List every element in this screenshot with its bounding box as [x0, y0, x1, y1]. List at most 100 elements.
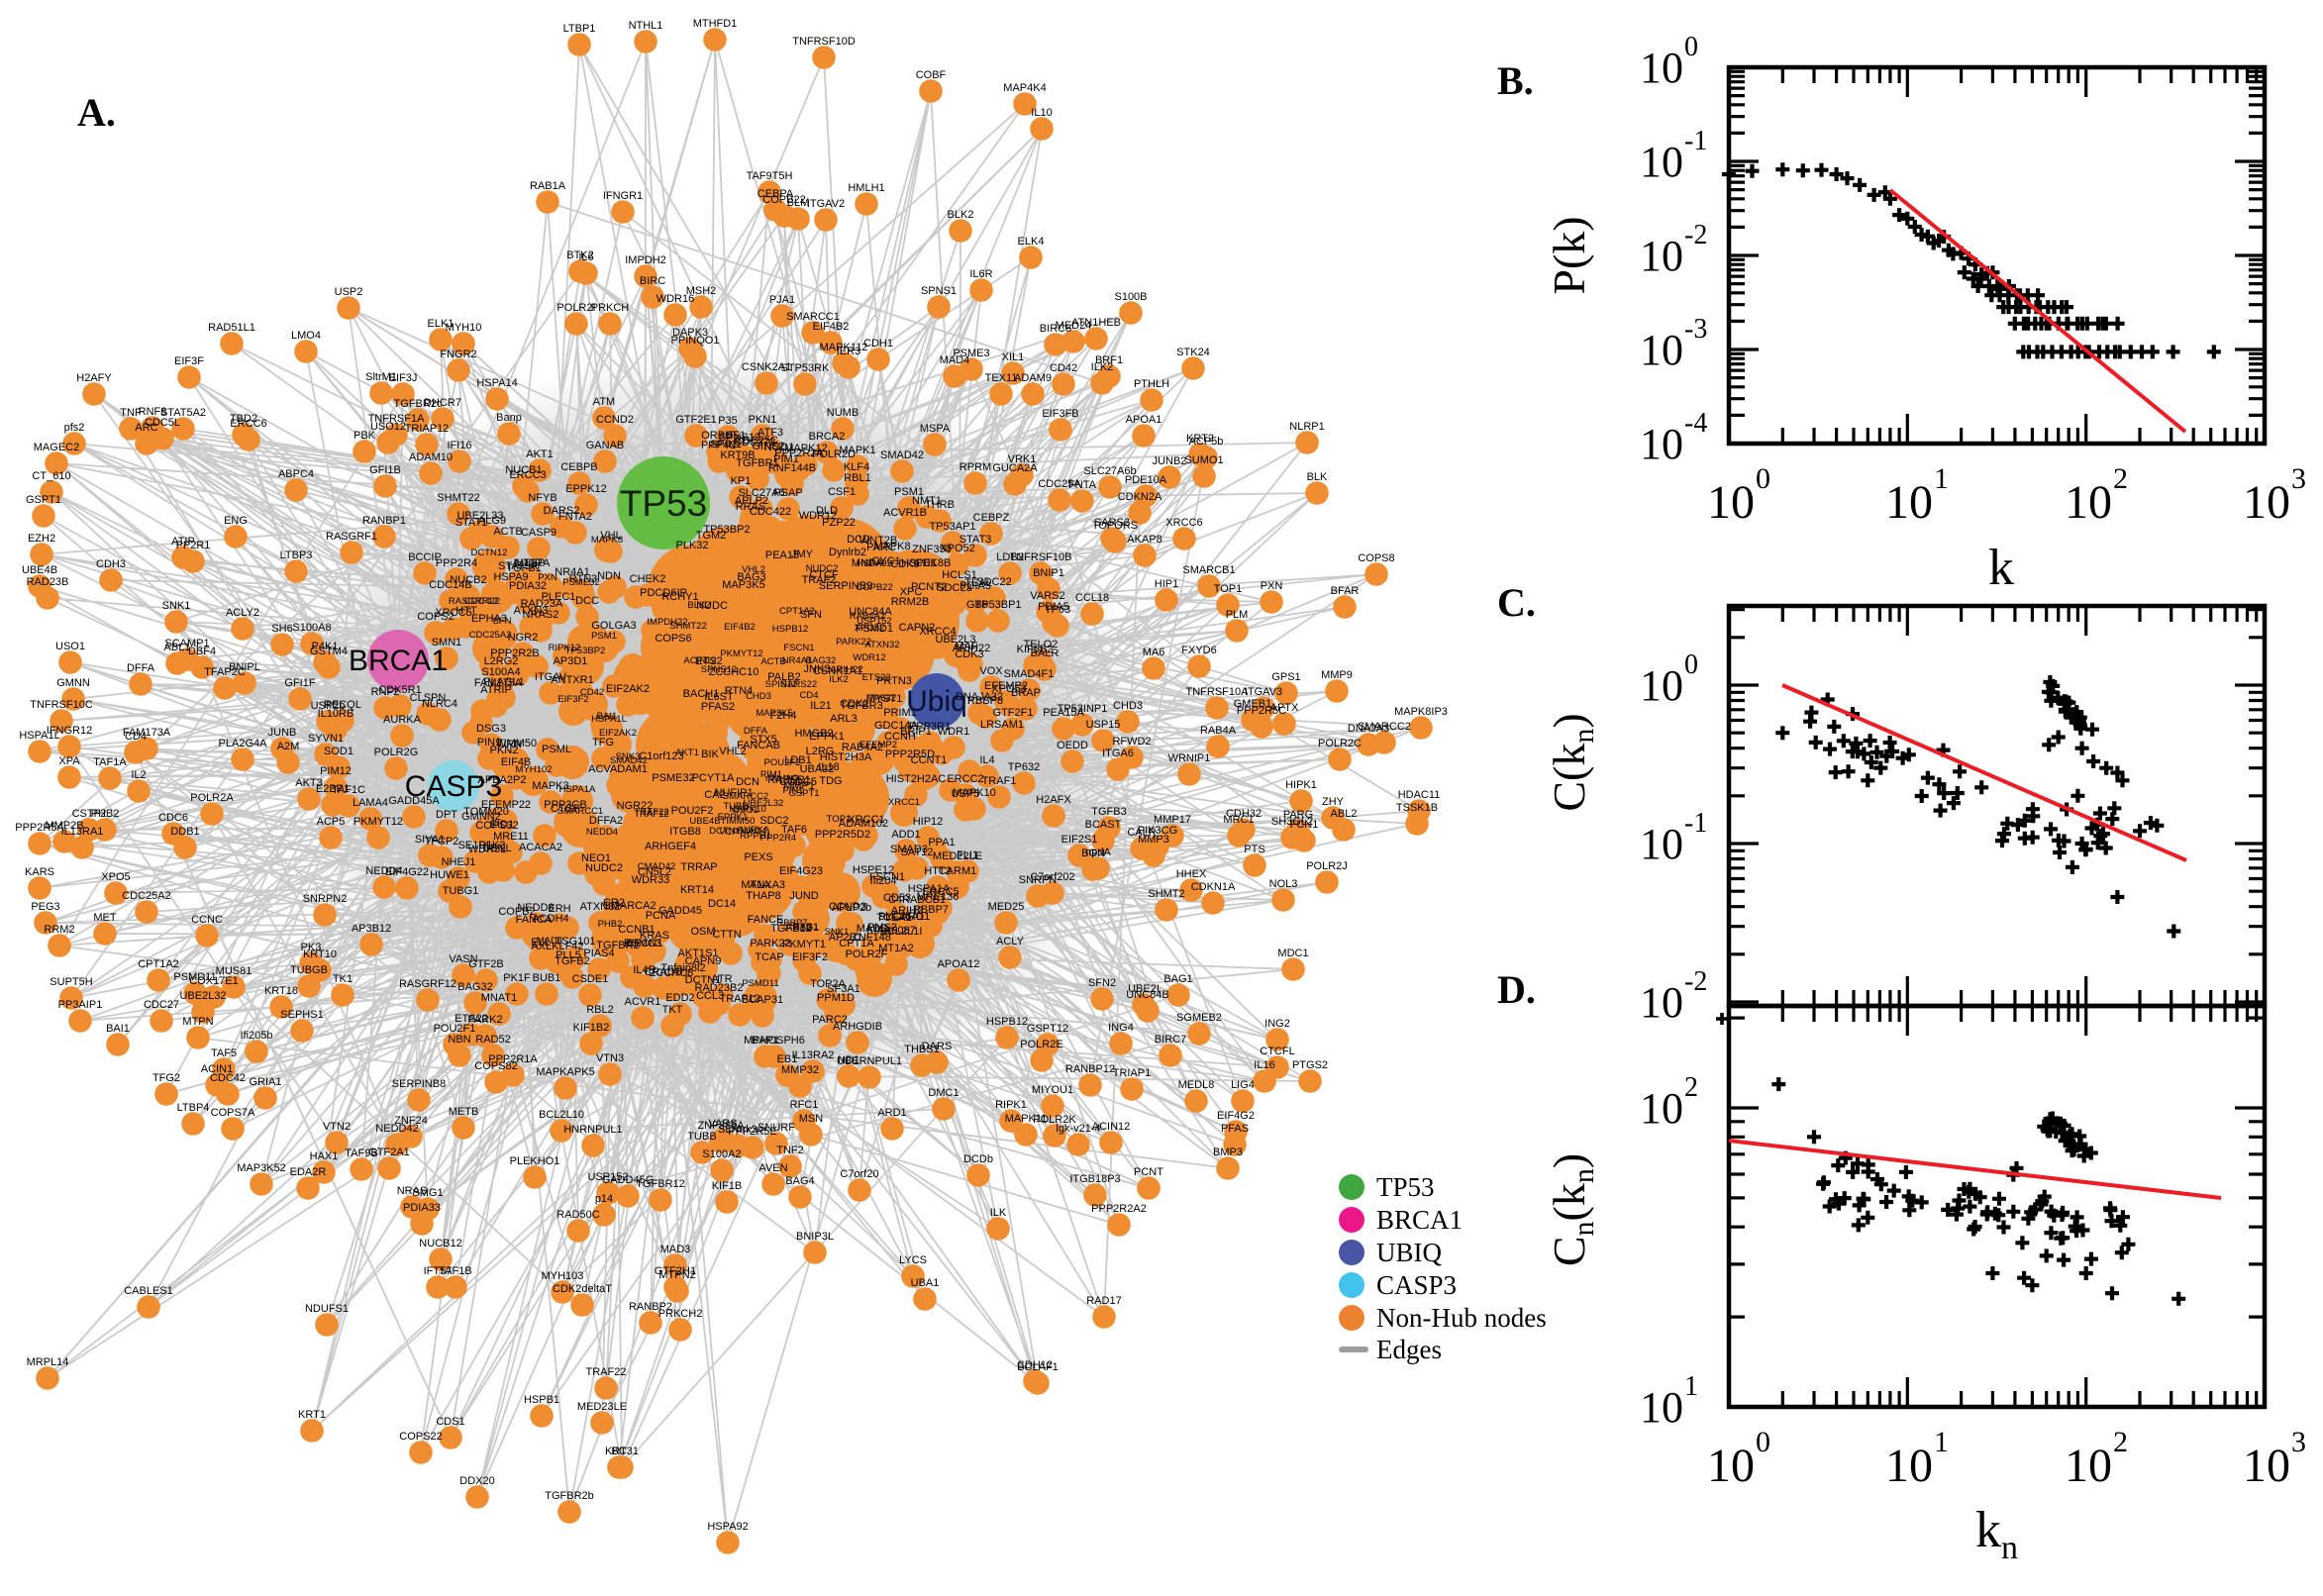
svg-text:2: 2: [2113, 462, 2128, 495]
svg-text:MYH102: MYH102: [516, 764, 553, 775]
svg-text:P4K1: P4K1: [312, 641, 339, 652]
svg-text:OEDD: OEDD: [1057, 740, 1088, 751]
svg-text:KIF1B: KIF1B: [712, 1180, 743, 1192]
svg-text:3: 3: [2291, 462, 2306, 495]
svg-text:WRN: WRN: [496, 739, 522, 750]
svg-text:FXYD6: FXYD6: [1181, 645, 1216, 656]
svg-text:UBE2L33: UBE2L33: [456, 510, 503, 522]
svg-text:ADAM10: ADAM10: [409, 451, 453, 463]
svg-text:BRCA1: BRCA1: [349, 645, 448, 677]
svg-text:ARIH22: ARIH22: [953, 643, 991, 654]
svg-text:DSG3: DSG3: [476, 723, 506, 735]
svg-text:CPT1A: CPT1A: [839, 938, 874, 949]
svg-text:EIF4G22: EIF4G22: [385, 866, 429, 878]
svg-text:MSH2: MSH2: [686, 285, 717, 297]
svg-text:RBL2: RBL2: [586, 1004, 614, 1016]
svg-text:OSM: OSM: [690, 926, 715, 938]
svg-text:MT1A: MT1A: [741, 879, 770, 891]
svg-text:BIRC8: BIRC8: [1040, 323, 1071, 335]
svg-text:ACTB: ACTB: [493, 526, 522, 538]
svg-text:MYH103: MYH103: [542, 1270, 584, 1282]
svg-text:TP53BP2: TP53BP2: [565, 646, 606, 656]
svg-text:DFFA2: DFFA2: [589, 815, 623, 827]
svg-text:NUFIP1: NUFIP1: [714, 787, 753, 799]
svg-text:UBE4B: UBE4B: [22, 564, 57, 576]
svg-text:PLA2G4A: PLA2G4A: [219, 738, 268, 749]
svg-text:C7orf202: C7orf202: [1030, 871, 1074, 883]
svg-text:DLD: DLD: [816, 505, 838, 517]
svg-text:P(k): P(k): [1544, 216, 1594, 294]
svg-text:10: 10: [2243, 476, 2290, 529]
svg-text:EFEMP22: EFEMP22: [481, 799, 531, 811]
svg-text:GDC14A: GDC14A: [874, 720, 919, 732]
svg-text:ARHGEF4: ARHGEF4: [645, 841, 696, 852]
svg-text:1: 1: [1684, 1371, 1698, 1402]
svg-text:NLRP1: NLRP1: [1289, 421, 1324, 433]
svg-text:EIF4G23: EIF4G23: [779, 865, 823, 877]
svg-text:0: 0: [1684, 32, 1698, 62]
svg-text:SNK1: SNK1: [162, 600, 191, 612]
svg-text:RANBP2: RANBP2: [629, 1301, 672, 1313]
svg-text:CPT1A2: CPT1A2: [779, 606, 815, 617]
svg-text:USO12: USO12: [370, 421, 406, 433]
svg-text:ADAM9: ADAM9: [1014, 372, 1052, 384]
svg-text:EID1: EID1: [490, 819, 514, 831]
svg-text:ACDH4: ACDH4: [532, 913, 568, 925]
svg-text:TRIAP12: TRIAP12: [405, 423, 450, 435]
svg-text:JUNB2: JUNB2: [1153, 455, 1187, 467]
svg-text:SHMT22: SHMT22: [437, 492, 479, 504]
svg-text:HMLH1: HMLH1: [848, 182, 884, 194]
svg-text:TIMM50: TIMM50: [497, 738, 537, 749]
svg-text:PRTN3: PRTN3: [876, 675, 912, 687]
svg-text:CDH12: CDH12: [1017, 1359, 1053, 1371]
svg-text:MED25: MED25: [988, 901, 1025, 913]
svg-text:GADD45G: GADD45G: [602, 1174, 655, 1186]
svg-text:SIVA1: SIVA1: [415, 834, 445, 846]
svg-text:RAB4A: RAB4A: [1200, 725, 1237, 737]
svg-text:1: 1: [1934, 1426, 1949, 1458]
svg-text:VHL2: VHL2: [742, 564, 765, 575]
svg-text:10: 10: [1707, 1440, 1755, 1492]
svg-text:TGM2: TGM2: [696, 530, 727, 542]
svg-text:MDC1: MDC1: [1277, 948, 1308, 959]
svg-text:AP3B12: AP3B12: [352, 923, 391, 935]
svg-text:MAPK12: MAPK12: [784, 443, 827, 454]
svg-text:SPIN1: SPIN1: [710, 439, 742, 450]
svg-text:ITGAV3: ITGAV3: [1245, 686, 1282, 698]
svg-text:IL6R: IL6R: [969, 268, 992, 280]
svg-text:MMP3: MMP3: [1138, 834, 1169, 846]
svg-text:LTBP4: LTBP4: [177, 1102, 210, 1114]
svg-text:POLR2F: POLR2F: [846, 948, 888, 960]
svg-text:VHL2: VHL2: [719, 746, 747, 757]
svg-text:BNIP1: BNIP1: [1033, 567, 1064, 579]
svg-text:MAP3K5: MAP3K5: [756, 708, 793, 719]
svg-text:FAM173A: FAM173A: [123, 727, 171, 739]
svg-text:NEO1: NEO1: [581, 852, 611, 864]
svg-text:CDC25A2: CDC25A2: [122, 890, 171, 902]
svg-text:XPC: XPC: [900, 586, 923, 598]
svg-text:GFI1F: GFI1F: [284, 677, 315, 689]
svg-text:GSPT12: GSPT12: [1027, 1023, 1068, 1035]
svg-text:UBIQ: UBIQ: [1376, 1238, 1442, 1267]
svg-text:AKT1: AKT1: [526, 449, 554, 460]
svg-text:MAPK1: MAPK1: [839, 445, 875, 456]
svg-text:SMAD42: SMAD42: [880, 449, 924, 461]
svg-text:ARD1: ARD1: [877, 1107, 906, 1119]
svg-text:RAD23B2: RAD23B2: [695, 982, 744, 994]
svg-text:MIYOU1: MIYOU1: [1032, 1084, 1073, 1096]
svg-text:SH3GL2: SH3GL2: [1271, 816, 1313, 828]
svg-text:PPP2R5C: PPP2R5C: [1237, 705, 1286, 717]
svg-text:RBL1: RBL1: [844, 472, 871, 484]
svg-text:10: 10: [1885, 476, 1933, 529]
svg-text:MTPN2: MTPN2: [658, 1269, 695, 1281]
svg-text:FANCAB: FANCAB: [737, 740, 780, 751]
svg-text:EIF4B: EIF4B: [501, 756, 532, 768]
svg-text:DNAJA3: DNAJA3: [1348, 723, 1389, 735]
svg-text:WDR16: WDR16: [656, 293, 695, 305]
svg-text:BLK2: BLK2: [948, 209, 974, 221]
svg-text:LYCS: LYCS: [899, 1254, 927, 1266]
svg-text:PPP3R1: PPP3R1: [909, 721, 951, 733]
svg-text:SMN1: SMN1: [432, 637, 462, 648]
svg-text:PPP3CB: PPP3CB: [544, 799, 586, 811]
svg-text:COPS32: COPS32: [475, 820, 518, 832]
